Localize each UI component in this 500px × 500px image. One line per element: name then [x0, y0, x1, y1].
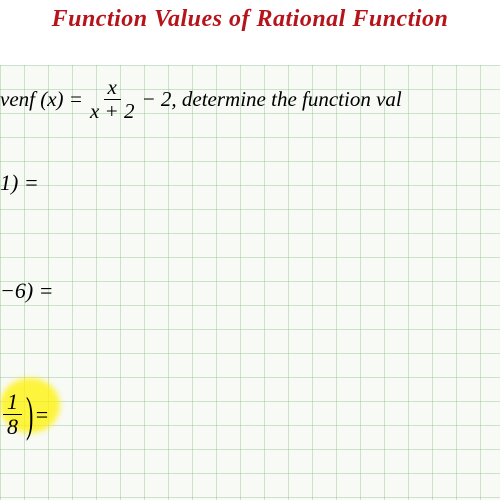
denominator: x + 2 — [86, 100, 139, 123]
equals-suffix: = — [34, 402, 49, 428]
page-title: Function Values of Rational Function — [0, 6, 500, 33]
given-prefix: ven — [0, 87, 29, 112]
fraction-one-eighth: 1 8 — [3, 390, 22, 439]
denominator: 8 — [3, 415, 22, 439]
problem-f-of-one-eighth: 1 8 ) = — [0, 390, 49, 439]
numerator: 1 — [3, 390, 22, 415]
fraction-x-over-xplus2: x x + 2 — [86, 76, 139, 123]
graph-paper-background — [0, 65, 500, 500]
given-expression: ven f (x) = x x + 2 − 2, determine the f… — [0, 76, 500, 123]
problem-label: −6) = — [0, 278, 54, 304]
problem-f-of-1: 1) = — [0, 170, 39, 196]
problem-f-of-neg6: −6) = — [0, 278, 54, 304]
function-fx: f (x) = — [29, 87, 83, 112]
close-paren-icon: ) — [26, 386, 33, 443]
problem-label: 1) = — [0, 170, 39, 196]
numerator: x — [104, 76, 121, 100]
given-suffix: − 2, determine the function val — [141, 87, 401, 112]
